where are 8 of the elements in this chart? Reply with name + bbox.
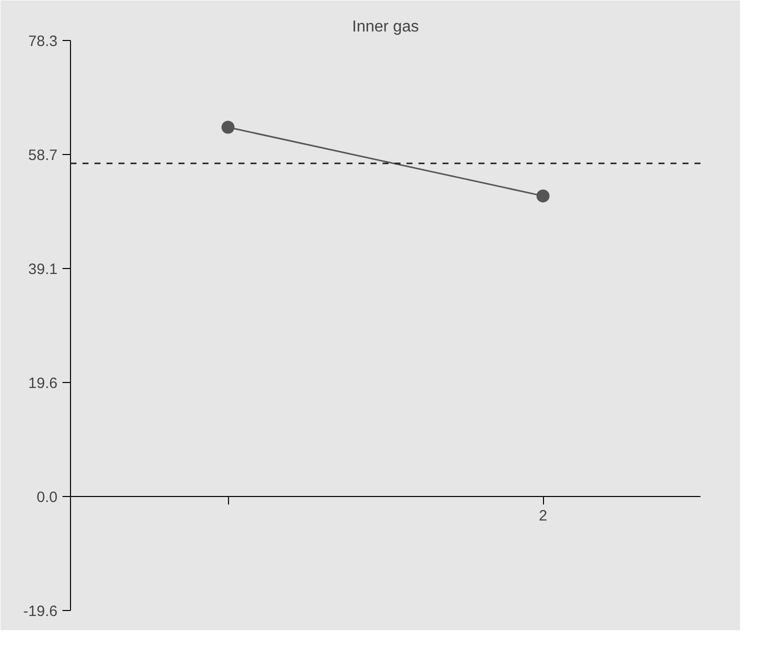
chart-title: Inner gas bbox=[352, 18, 419, 36]
y-tick-label: 78.3 bbox=[28, 33, 58, 50]
y-tick-label: 19.6 bbox=[28, 374, 58, 392]
y-tick-label: 58.7 bbox=[28, 147, 58, 164]
y-tick-label: -19.6 bbox=[23, 603, 58, 620]
y-tick-label: 39.1 bbox=[28, 261, 58, 278]
x-tick-label: 2 bbox=[538, 507, 548, 524]
y-tick-label: 0.0 bbox=[36, 488, 58, 506]
